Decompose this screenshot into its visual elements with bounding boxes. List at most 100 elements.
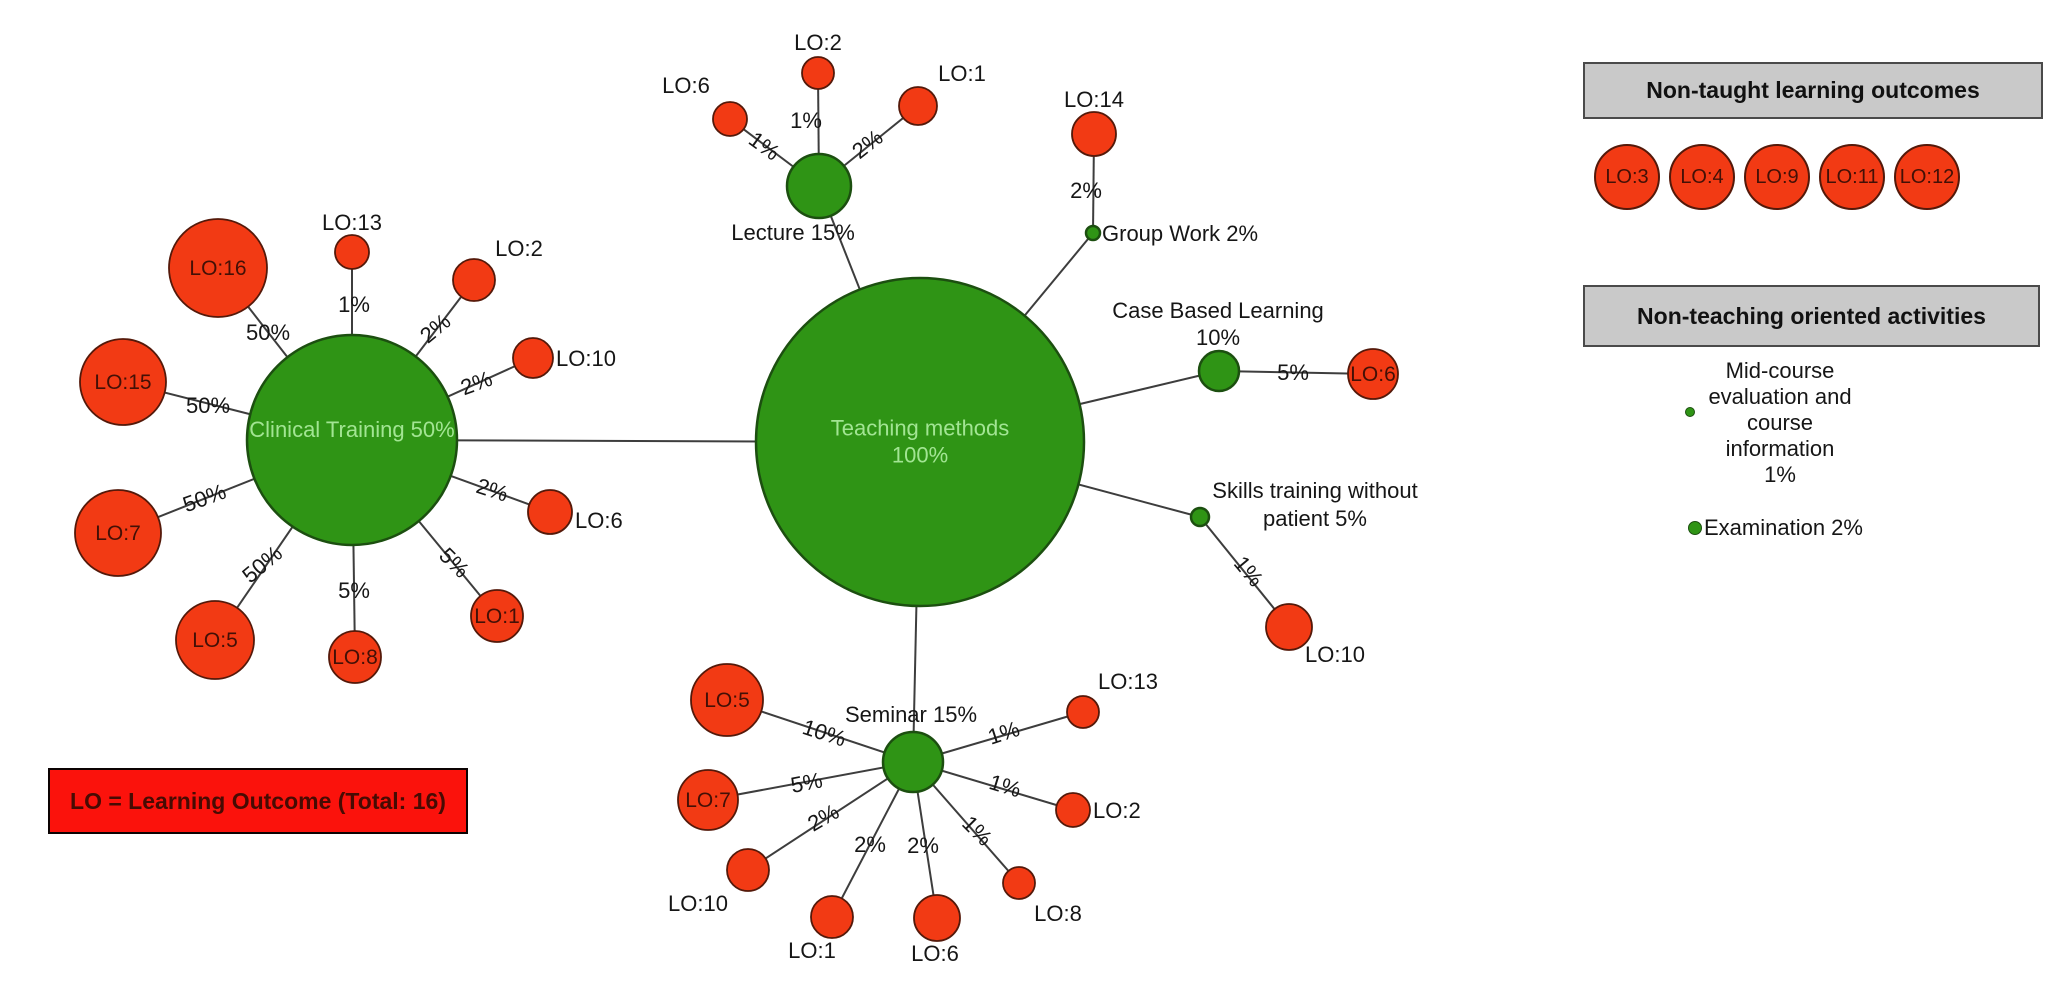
node-label-lo1-clinical: LO:1 bbox=[474, 605, 520, 628]
node-lo2-clinical bbox=[452, 258, 496, 302]
edge-label-clinical-training-lo2-clinical: 2% bbox=[415, 308, 455, 348]
node-label-lo10-seminar: LO:10 bbox=[668, 891, 728, 916]
node-lo8-clinical bbox=[328, 630, 382, 684]
non-taught-lo-circle: LO:11 bbox=[1819, 144, 1885, 210]
node-label-lo13-clinical: LO:13 bbox=[322, 210, 382, 235]
edge-label-clinical-training-lo7-clinical: 50% bbox=[179, 479, 229, 518]
non-taught-lo-circle: LO:4 bbox=[1669, 144, 1735, 210]
midcourse-entry: Mid-course evaluation and course informa… bbox=[1685, 358, 1870, 488]
non-taught-lo-label: LO:4 bbox=[1680, 165, 1724, 188]
edge-label-case-based-learning-lo6-cbl: 5% bbox=[1277, 360, 1309, 385]
edge-label-seminar-lo13-seminar: 1% bbox=[985, 716, 1023, 750]
edge-seminar-lo10-seminar bbox=[747, 761, 914, 871]
node-clinical-training bbox=[245, 333, 459, 547]
edge-label-clinical-training-lo13-clinical: 1% bbox=[338, 292, 370, 317]
node-lo10-seminar bbox=[726, 848, 770, 892]
edge-label-clinical-training-lo10-clinical: 2% bbox=[457, 366, 495, 400]
node-label-lo7-clinical: LO:7 bbox=[95, 522, 141, 545]
node-lo7-clinical bbox=[74, 489, 162, 577]
node-lo5-seminar bbox=[690, 663, 764, 737]
edge-label-lecture-lo2-lecture: 1% bbox=[790, 108, 822, 133]
node-label-case-based-learning: 10% bbox=[1196, 325, 1240, 350]
node-lo6-lecture bbox=[712, 101, 748, 137]
node-lo1-lecture bbox=[898, 86, 938, 126]
edge-seminar-lo7-seminar bbox=[707, 761, 914, 801]
non-taught-lo-circle: LO:12 bbox=[1894, 144, 1960, 210]
edge-label-clinical-training-lo8-clinical: 5% bbox=[338, 578, 370, 603]
node-case-based-learning bbox=[1197, 349, 1241, 393]
node-lo13-clinical bbox=[334, 234, 370, 270]
node-lo16 bbox=[168, 218, 268, 318]
non-taught-header: Non-taught learning outcomes bbox=[1583, 62, 2043, 119]
node-lo10-skills bbox=[1265, 603, 1313, 651]
node-lo10-clinical bbox=[512, 337, 554, 379]
node-label-case-based-learning: Case Based Learning bbox=[1112, 298, 1324, 323]
node-label-lo6-seminar: LO:6 bbox=[911, 941, 959, 966]
lo-abbreviation-text: LO = Learning Outcome (Total: 16) bbox=[70, 787, 446, 814]
non-taught-outcomes-row: LO:3 LO:4 LO:9 LO:11 LO:12 bbox=[1594, 144, 1960, 210]
non-taught-lo-label: LO:12 bbox=[1899, 165, 1955, 188]
node-group-work bbox=[1084, 224, 1102, 242]
node-label-lo14: LO:14 bbox=[1064, 87, 1124, 112]
edge-label-seminar-lo7-seminar: 5% bbox=[789, 767, 825, 798]
node-label-clinical-training: Clinical Training 50% bbox=[249, 417, 454, 442]
edge-label-clinical-training-lo15: 50% bbox=[186, 393, 230, 418]
edge-label-seminar-lo8-seminar: 1% bbox=[957, 811, 997, 851]
node-label-teaching-methods: 100% bbox=[892, 443, 948, 468]
node-lecture bbox=[785, 152, 853, 220]
node-label-seminar: Seminar 15% bbox=[845, 702, 977, 727]
node-label-lo1-seminar: LO:1 bbox=[788, 938, 836, 963]
node-label-lo10-clinical: LO:10 bbox=[556, 346, 616, 371]
node-lo2-lecture bbox=[801, 56, 835, 90]
edge-label-clinical-training-lo5-clinical: 50% bbox=[237, 541, 287, 588]
examination-label: Examination 2% bbox=[1704, 515, 1863, 540]
non-taught-lo-circle: LO:9 bbox=[1744, 144, 1810, 210]
non-taught-lo-label: LO:3 bbox=[1605, 165, 1649, 188]
node-lo6-clinical bbox=[527, 489, 573, 535]
midcourse-line: 1% bbox=[1764, 462, 1796, 487]
node-label-lo16: LO:16 bbox=[189, 257, 246, 280]
edge-label-group-work-lo14: 2% bbox=[1070, 178, 1102, 203]
node-label-skills-training: Skills training without bbox=[1212, 478, 1417, 503]
node-lo14 bbox=[1071, 111, 1117, 157]
node-lo6-cbl bbox=[1347, 348, 1399, 400]
node-skills-training bbox=[1189, 506, 1211, 528]
edge-label-seminar-lo2-seminar: 1% bbox=[986, 769, 1024, 802]
node-label-lo6-clinical: LO:6 bbox=[575, 508, 623, 533]
node-label-lo2-lecture: LO:2 bbox=[794, 30, 842, 55]
node-lo7-seminar bbox=[677, 769, 739, 831]
midcourse-line: evaluation and bbox=[1708, 384, 1852, 409]
examination-entry: Examination 2% bbox=[1688, 515, 1863, 541]
node-lo6-seminar bbox=[913, 894, 961, 942]
edge-label-seminar-lo6-seminar: 2% bbox=[907, 833, 939, 858]
node-label-lo7-seminar: LO:7 bbox=[685, 789, 731, 812]
non-taught-lo-circle: LO:3 bbox=[1594, 144, 1660, 210]
node-label-skills-training: patient 5% bbox=[1263, 506, 1367, 531]
node-label-group-work: Group Work 2% bbox=[1102, 221, 1258, 246]
midcourse-line: course information bbox=[1725, 410, 1835, 461]
node-lo1-seminar bbox=[810, 895, 854, 939]
node-label-lo1-lecture: LO:1 bbox=[938, 61, 986, 86]
midcourse-line: Mid-course bbox=[1725, 358, 1835, 383]
node-label-lo10-skills: LO:10 bbox=[1305, 642, 1365, 667]
node-label-teaching-methods: Teaching methods bbox=[831, 416, 1010, 441]
edge-label-seminar-lo5-seminar: 10% bbox=[800, 714, 850, 751]
edge-label-seminar-lo1-seminar: 2% bbox=[854, 832, 886, 857]
non-taught-lo-label: LO:9 bbox=[1755, 165, 1799, 188]
non-taught-lo-label: LO:11 bbox=[1825, 165, 1879, 188]
node-label-lo6-cbl: LO:6 bbox=[1350, 363, 1396, 386]
edge-label-clinical-training-lo16: 50% bbox=[246, 320, 290, 345]
midcourse-dot bbox=[1685, 407, 1695, 417]
node-label-lo5-seminar: LO:5 bbox=[704, 689, 750, 712]
node-label-lo15: LO:15 bbox=[94, 371, 151, 394]
node-label-lo8-clinical: LO:8 bbox=[332, 646, 378, 669]
node-label-lo2-clinical: LO:2 bbox=[495, 236, 543, 261]
node-label-lo2-seminar: LO:2 bbox=[1093, 798, 1141, 823]
node-label-lo13-seminar: LO:13 bbox=[1098, 669, 1158, 694]
examination-dot bbox=[1688, 521, 1702, 535]
edge-label-clinical-training-lo6-clinical: 2% bbox=[473, 473, 511, 507]
non-teaching-header-label: Non-teaching oriented activities bbox=[1637, 302, 1986, 329]
node-label-lo6-lecture: LO:6 bbox=[662, 73, 710, 98]
node-seminar bbox=[881, 730, 945, 794]
